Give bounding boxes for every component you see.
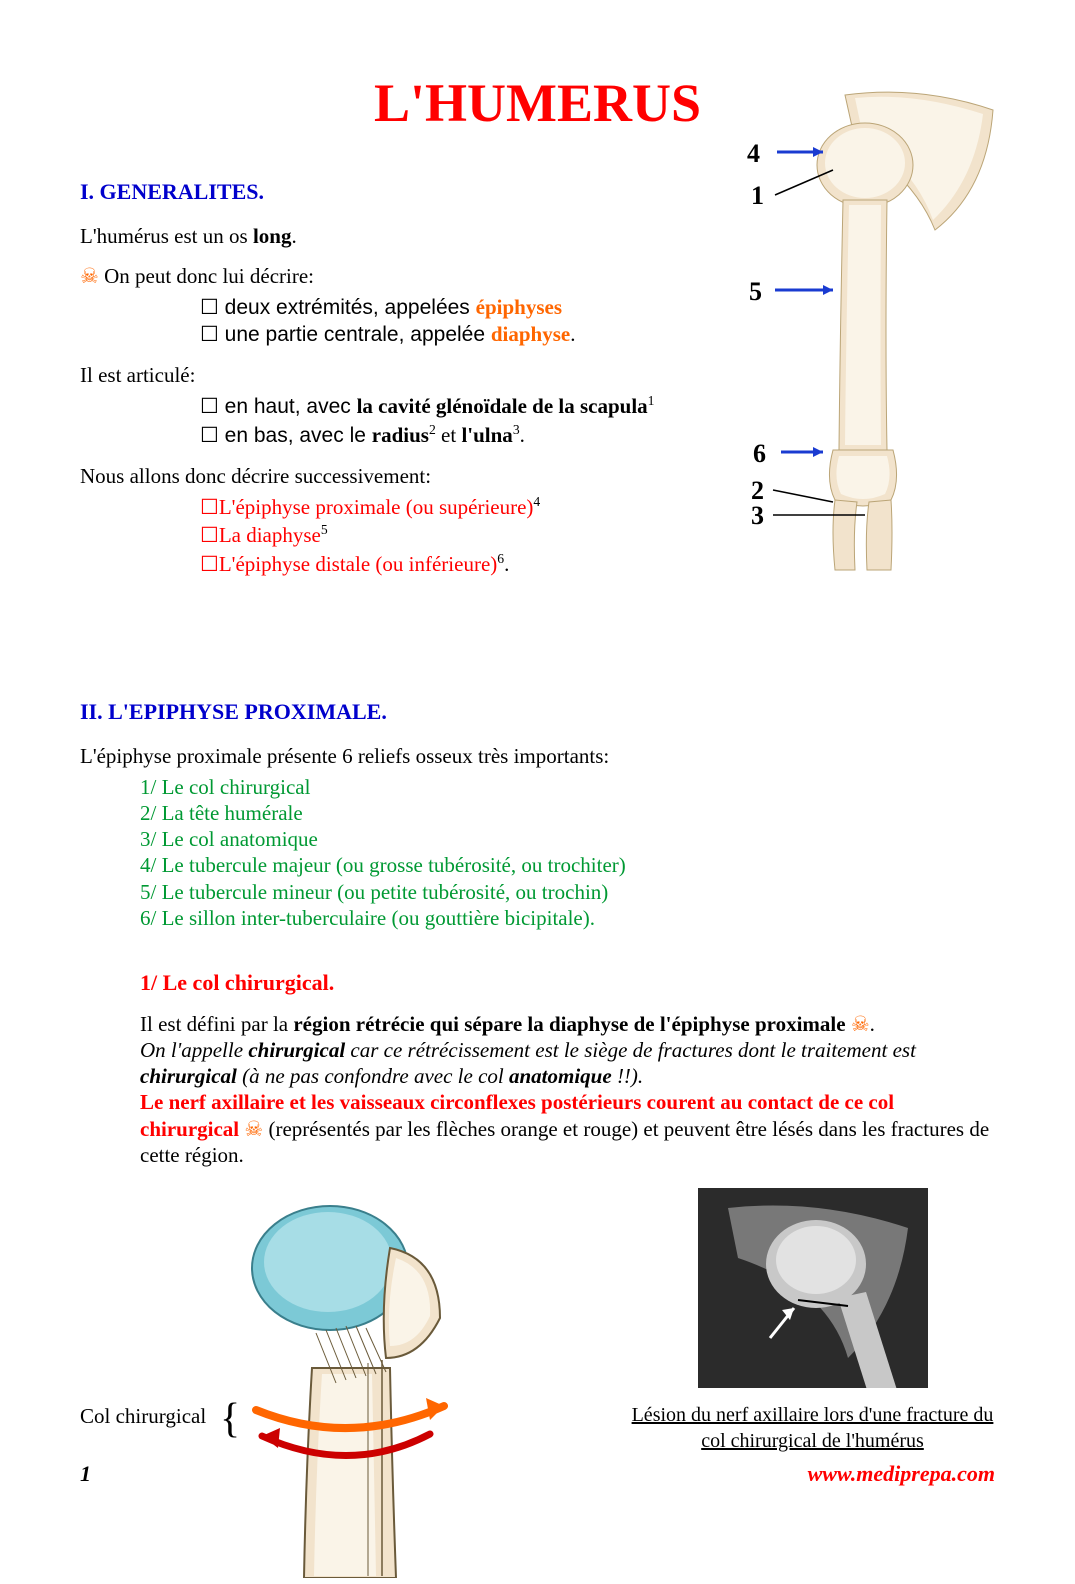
xray-figure: Lésion du nerf axillaire lors d'une frac… xyxy=(630,1188,995,1454)
diagram1-label-1: 1 xyxy=(751,180,764,213)
section2-sub1-p1: Il est défini par la région rétrécie qui… xyxy=(140,1011,995,1037)
diagram1-label-3: 3 xyxy=(751,500,764,533)
section2-item-5: 5/ Le tubercule mineur (ou petite tubéro… xyxy=(140,879,995,905)
section-2-heading: II. L'EPIPHYSE PROXIMALE. xyxy=(80,698,995,726)
diagram1-label-4: 4 xyxy=(747,138,760,171)
xray-svg xyxy=(698,1188,928,1388)
diagram1-label-5: 5 xyxy=(749,276,762,309)
page-footer: 1 www.mediprepa.com xyxy=(80,1460,995,1488)
skull-icon: ☠ xyxy=(244,1117,263,1141)
skull-icon: ☠ xyxy=(80,264,99,288)
proximal-humerus-figure: Col chirurgical { xyxy=(80,1188,600,1578)
xray-caption: Lésion du nerf axillaire lors d'une frac… xyxy=(630,1402,995,1454)
section2-item-1: 1/ Le col chirurgical xyxy=(140,774,995,800)
figure-row: Col chirurgical { Lésion du nerf axillai… xyxy=(80,1188,995,1578)
section2-sub1-heading: 1/ Le col chirurgical. xyxy=(140,969,995,997)
section2-item-6: 6/ Le sillon inter-tuberculaire (ou gout… xyxy=(140,905,995,931)
section2-intro: L'épiphyse proximale présente 6 reliefs … xyxy=(80,743,995,769)
section2-list: 1/ Le col chirurgical 2/ La tête huméral… xyxy=(140,774,995,932)
humerus-overview-diagram: 4 1 5 6 2 3 xyxy=(715,80,1015,580)
diagram1-label-6: 6 xyxy=(753,438,766,471)
section2-item-3: 3/ Le col anatomique xyxy=(140,826,995,852)
section2-sub1-p3: Le nerf axillaire et les vaisseaux circo… xyxy=(140,1089,995,1168)
brace-symbol: { xyxy=(220,1393,240,1446)
site-url: www.mediprepa.com xyxy=(808,1460,995,1488)
section2-item-4: 4/ Le tubercule majeur (ou grosse tubéro… xyxy=(140,852,995,878)
skull-icon: ☠ xyxy=(851,1012,870,1036)
col-chirurgical-label: Col chirurgical xyxy=(80,1403,206,1429)
section2-sub1-p2: On l'appelle chirurgical car ce rétrécis… xyxy=(140,1037,995,1090)
page-number: 1 xyxy=(80,1460,91,1488)
proximal-humerus-svg xyxy=(80,1188,600,1578)
section2-item-2: 2/ La tête humérale xyxy=(140,800,995,826)
